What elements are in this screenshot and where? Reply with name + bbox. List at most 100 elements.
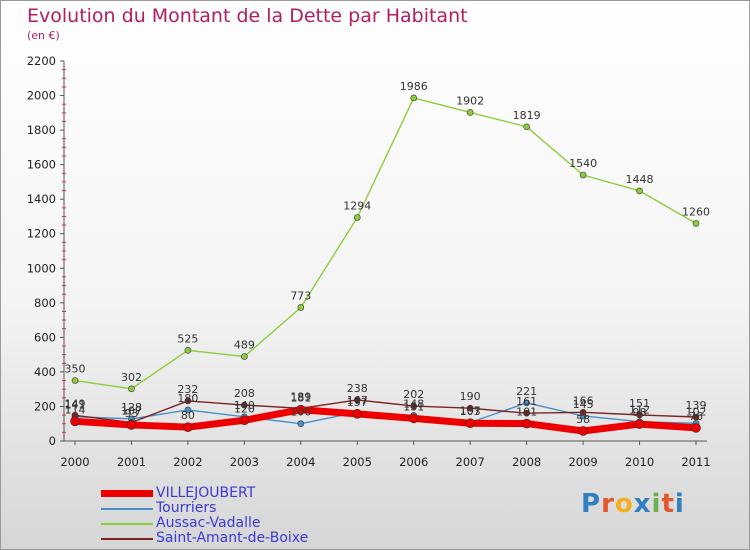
data-label: 161 bbox=[516, 395, 537, 408]
data-point-3 bbox=[466, 404, 474, 412]
data-point-0 bbox=[465, 418, 475, 429]
data-label: 102 bbox=[686, 405, 707, 418]
data-point-2 bbox=[466, 109, 474, 116]
data-label: 103 bbox=[460, 405, 481, 418]
data-point-0 bbox=[634, 419, 645, 429]
series-line-2 bbox=[74, 97, 697, 390]
legend-label: Saint-Amant-de-Boixe bbox=[156, 530, 309, 546]
data-label: 141 bbox=[65, 399, 86, 412]
data-point-3 bbox=[579, 409, 587, 416]
data-label: 157 bbox=[347, 396, 368, 409]
data-label: 238 bbox=[347, 382, 368, 395]
data-label: 80 bbox=[181, 409, 195, 422]
data-point-2 bbox=[297, 304, 305, 311]
data-label: 302 bbox=[121, 371, 142, 384]
data-label: 1294 bbox=[343, 199, 371, 212]
data-label: 167 bbox=[347, 394, 368, 407]
series-line-0 bbox=[71, 406, 700, 435]
legend-item: Tourriers bbox=[101, 500, 361, 516]
data-point-2 bbox=[579, 171, 587, 179]
y-tick-label: 1400 bbox=[27, 192, 56, 206]
legend-label: VILLEJOUBERT bbox=[156, 485, 256, 501]
y-tick-label: 1600 bbox=[27, 158, 56, 172]
data-point-0 bbox=[408, 413, 419, 424]
y-tick-label: 2200 bbox=[27, 54, 56, 68]
y-tick-label: 1800 bbox=[27, 123, 56, 137]
data-point-3 bbox=[523, 409, 530, 417]
data-label: 1540 bbox=[569, 157, 597, 170]
data-point-0 bbox=[691, 423, 701, 433]
y-tick-label: 200 bbox=[34, 399, 56, 413]
data-label: 145 bbox=[573, 398, 594, 411]
data-point-3 bbox=[692, 413, 700, 421]
data-label: 128 bbox=[121, 401, 142, 414]
x-tick-label: 2001 bbox=[117, 455, 146, 469]
data-label: 773 bbox=[290, 289, 311, 302]
data-point-2 bbox=[241, 353, 248, 360]
proxiti-logo: Proxiti bbox=[581, 489, 685, 519]
chart-unit: (en €) bbox=[27, 29, 60, 42]
x-tick-label: 2008 bbox=[512, 455, 541, 469]
data-label: 148 bbox=[403, 397, 424, 410]
x-tick-label: 2005 bbox=[343, 455, 372, 469]
data-label: 58 bbox=[576, 413, 590, 426]
data-label: 107 bbox=[460, 405, 481, 418]
y-tick-label: 1200 bbox=[27, 227, 56, 241]
data-label: 100 bbox=[290, 406, 311, 419]
data-point-0 bbox=[578, 426, 588, 436]
x-tick-label: 2000 bbox=[60, 455, 89, 469]
data-point-0 bbox=[183, 422, 193, 432]
data-label: 93 bbox=[124, 407, 138, 420]
legend-item: VILLEJOUBERT bbox=[101, 485, 361, 501]
x-tick-label: 2006 bbox=[399, 455, 428, 469]
data-label: 107 bbox=[121, 405, 142, 418]
x-tick-label: 2002 bbox=[173, 455, 202, 469]
data-point-0 bbox=[521, 418, 532, 429]
data-point-3 bbox=[241, 401, 248, 409]
data-label: 114 bbox=[65, 403, 86, 416]
data-label: 98 bbox=[633, 406, 647, 419]
x-tick-label: 2007 bbox=[456, 455, 485, 469]
series-line-3 bbox=[74, 399, 697, 424]
data-point-1 bbox=[297, 420, 305, 428]
data-label: 350 bbox=[65, 363, 86, 376]
data-label: 202 bbox=[403, 388, 424, 401]
data-label: 166 bbox=[573, 394, 594, 407]
data-label: 208 bbox=[234, 387, 255, 400]
data-point-2 bbox=[184, 347, 192, 354]
x-tick-label: 2010 bbox=[625, 455, 654, 469]
data-point-1 bbox=[523, 399, 530, 407]
data-point-2 bbox=[353, 214, 361, 221]
data-label: 139 bbox=[686, 399, 707, 412]
data-label: 181 bbox=[290, 392, 311, 405]
data-point-0 bbox=[239, 415, 250, 426]
data-point-2 bbox=[71, 377, 79, 384]
y-tick-label: 1000 bbox=[27, 261, 56, 275]
data-point-2 bbox=[410, 94, 418, 102]
data-label: 76 bbox=[689, 410, 703, 423]
y-tick-label: 2000 bbox=[27, 89, 56, 103]
legend-swatch bbox=[101, 508, 153, 510]
y-tick-label: 600 bbox=[34, 330, 56, 344]
data-label: 180 bbox=[177, 392, 198, 405]
x-tick-label: 2009 bbox=[568, 455, 597, 469]
chart-title: Evolution du Montant de la Dette par Hab… bbox=[27, 5, 468, 27]
data-label: 1260 bbox=[682, 205, 710, 218]
data-label: 140 bbox=[234, 399, 255, 412]
data-point-0 bbox=[352, 409, 363, 419]
data-point-0 bbox=[126, 420, 137, 430]
data-label: 525 bbox=[177, 332, 198, 345]
data-label: 232 bbox=[177, 383, 198, 396]
data-label: 149 bbox=[65, 397, 86, 410]
x-tick-label: 2004 bbox=[286, 455, 315, 469]
y-tick-label: 0 bbox=[49, 434, 56, 448]
data-point-1 bbox=[184, 406, 192, 414]
data-point-2 bbox=[636, 187, 643, 195]
legend-label: Tourriers bbox=[156, 500, 217, 516]
data-point-3 bbox=[353, 396, 361, 404]
legend-item: Saint-Amant-de-Boixe bbox=[101, 530, 361, 546]
data-label: 1986 bbox=[400, 80, 428, 93]
x-tick-label: 2003 bbox=[230, 455, 259, 469]
